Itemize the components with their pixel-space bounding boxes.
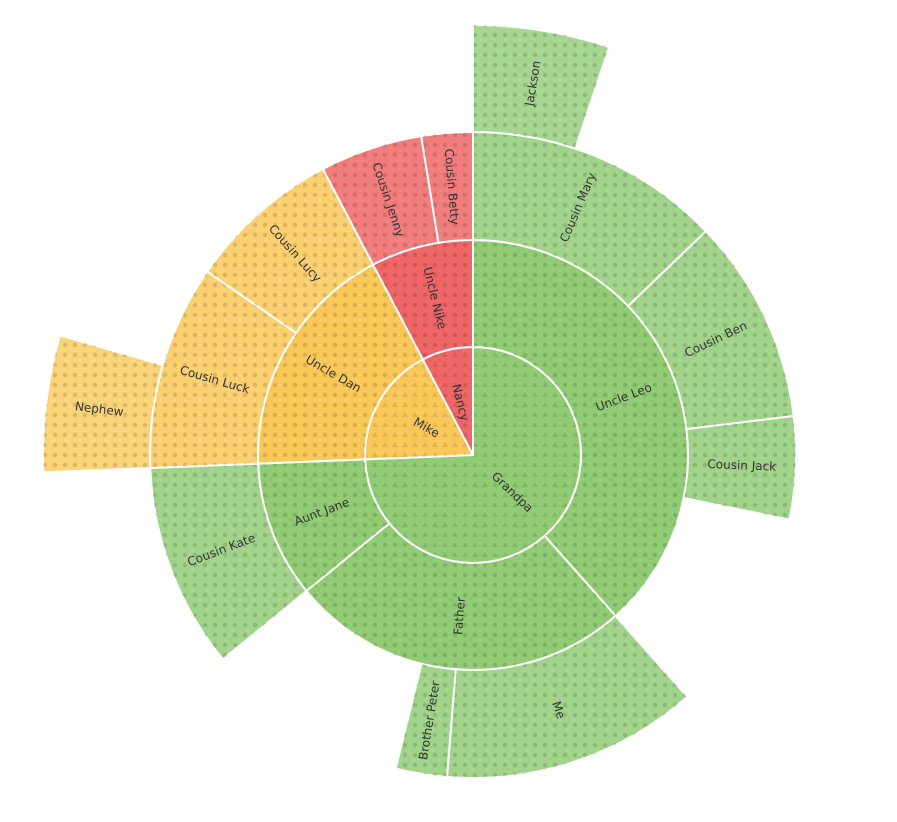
sector-label: Nephew (74, 399, 124, 419)
sector-decal (373, 240, 473, 360)
sector-decal (207, 168, 374, 333)
sector-label: Me (549, 699, 568, 720)
sector-decal (421, 132, 473, 243)
sector-decal (150, 271, 297, 469)
sector-decal (447, 615, 688, 778)
sector-decal (322, 136, 439, 265)
sector-decal (628, 231, 794, 430)
sector-decal (395, 663, 456, 777)
sector-decal (422, 347, 473, 455)
sector-decal (473, 132, 706, 307)
sector-decal (473, 240, 688, 616)
sector-decal (473, 25, 610, 149)
sector-label: Father (451, 596, 468, 635)
sector-decal (258, 264, 423, 464)
sector-decal (150, 463, 307, 660)
sectors (42, 23, 797, 779)
sector-decal (258, 459, 390, 591)
sector-decal (306, 523, 616, 670)
sector-label: Cousin Betty (442, 148, 462, 225)
sector-label: Cousin Jack (707, 457, 776, 474)
sector-decal (683, 416, 796, 520)
sector-decal (42, 335, 163, 473)
